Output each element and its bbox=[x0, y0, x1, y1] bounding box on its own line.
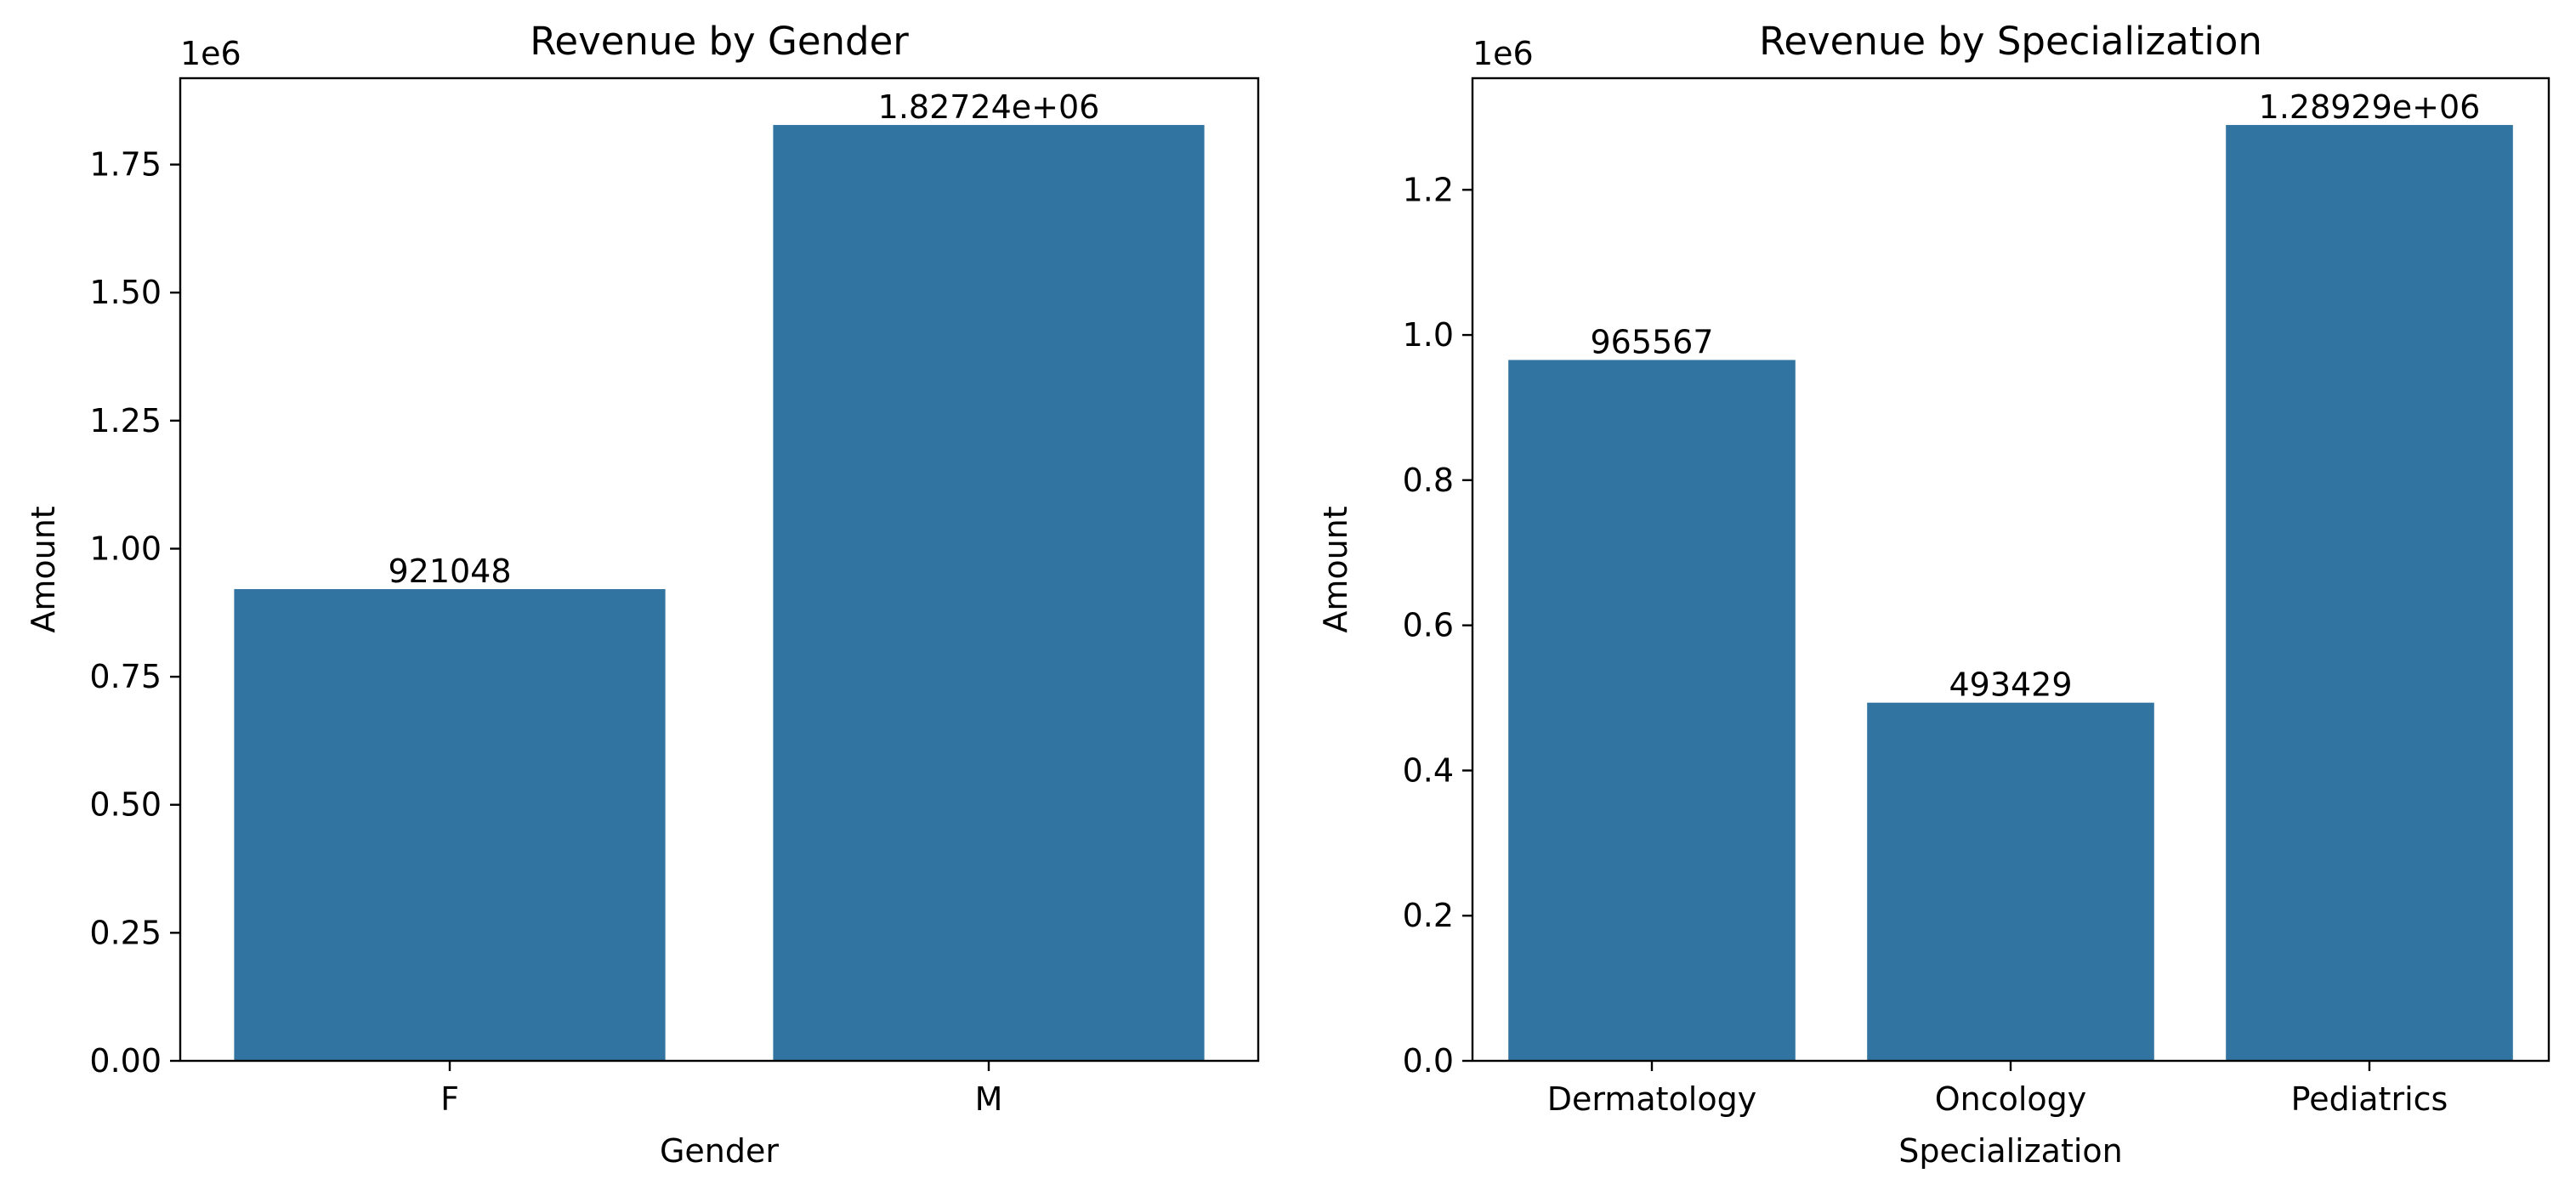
chart-1-offset-label: 1e6 bbox=[180, 35, 241, 72]
chart-1-ytick-label-4: 0.75 bbox=[89, 658, 162, 695]
chart-2-xtick-label-3: Pediatrics bbox=[2291, 1080, 2448, 1118]
chart-2-ytick-label-6: 1.0 bbox=[1403, 316, 1454, 354]
chart-2-ytick-label-5: 0.8 bbox=[1403, 462, 1454, 499]
chart-1-axes-frame bbox=[179, 77, 1260, 1063]
chart-1-bar-m bbox=[773, 125, 1205, 1061]
chart-1-ytick-label-2: 0.25 bbox=[89, 914, 162, 951]
chart-2-xtick-label-2: Oncology bbox=[1935, 1080, 2087, 1118]
chart-2-bar-label-2: 493429 bbox=[1949, 666, 2072, 704]
chart-1-xtick-label-2: M bbox=[975, 1080, 1003, 1118]
chart-1-ytick-label-5: 1.00 bbox=[89, 530, 162, 567]
chart-2-ytick-label-2: 0.2 bbox=[1403, 897, 1454, 934]
chart-1-ylabel: Amount bbox=[25, 506, 62, 632]
chart-2-offset-label: 1e6 bbox=[1472, 35, 1534, 72]
chart-1-bar-f bbox=[234, 589, 666, 1061]
chart-2-bar-pediatrics bbox=[2226, 125, 2513, 1061]
chart-1-ytick-label-6: 1.25 bbox=[89, 402, 162, 439]
chart-2-ylabel: Amount bbox=[1317, 506, 1354, 632]
chart-2-bar-dermatology bbox=[1508, 360, 1796, 1062]
chart-2-xlabel: Specialization bbox=[1898, 1132, 2123, 1170]
chart-2-title: Revenue by Specialization bbox=[1759, 19, 2262, 64]
chart-1-xlabel: Gender bbox=[660, 1132, 779, 1170]
chart-2-ytick-label-4: 0.6 bbox=[1403, 607, 1454, 644]
chart-2-ytick-label-7: 1.2 bbox=[1403, 171, 1454, 208]
chart-1: 921048 1.82724e+06 0.00 0.25 0.50 0.75 1.00 1.2… bbox=[25, 19, 1260, 1170]
chart-1-xtick-label-1: F bbox=[440, 1080, 459, 1118]
chart-2: 965567 493429 1.28929e+06 0.0 0.2 0.4 0.6 0.8 1.… bbox=[1317, 19, 2550, 1170]
chart-2-ytick-label-1: 0.0 bbox=[1403, 1042, 1454, 1080]
chart-1-ytick-label-8: 1.75 bbox=[89, 146, 162, 184]
chart-2-bar-label-1: 965567 bbox=[1590, 323, 1713, 360]
chart-1-ytick-label-7: 1.50 bbox=[89, 274, 162, 311]
chart-2-bar-oncology bbox=[1867, 702, 2154, 1061]
chart-1-title: Revenue by Gender bbox=[530, 19, 909, 64]
chart-2-bar-label-3: 1.28929e+06 bbox=[2259, 88, 2481, 126]
chart-2-ytick-label-3: 0.4 bbox=[1403, 751, 1454, 789]
chart-1-bar-label-1: 921048 bbox=[388, 553, 511, 590]
chart-1-bar-label-2: 1.82724e+06 bbox=[878, 88, 1100, 126]
chart-2-xtick-label-1: Dermatology bbox=[1547, 1080, 1756, 1118]
chart-1-ytick-label-1: 0.00 bbox=[89, 1042, 162, 1080]
chart-1-ytick-label-3: 0.50 bbox=[89, 786, 162, 824]
